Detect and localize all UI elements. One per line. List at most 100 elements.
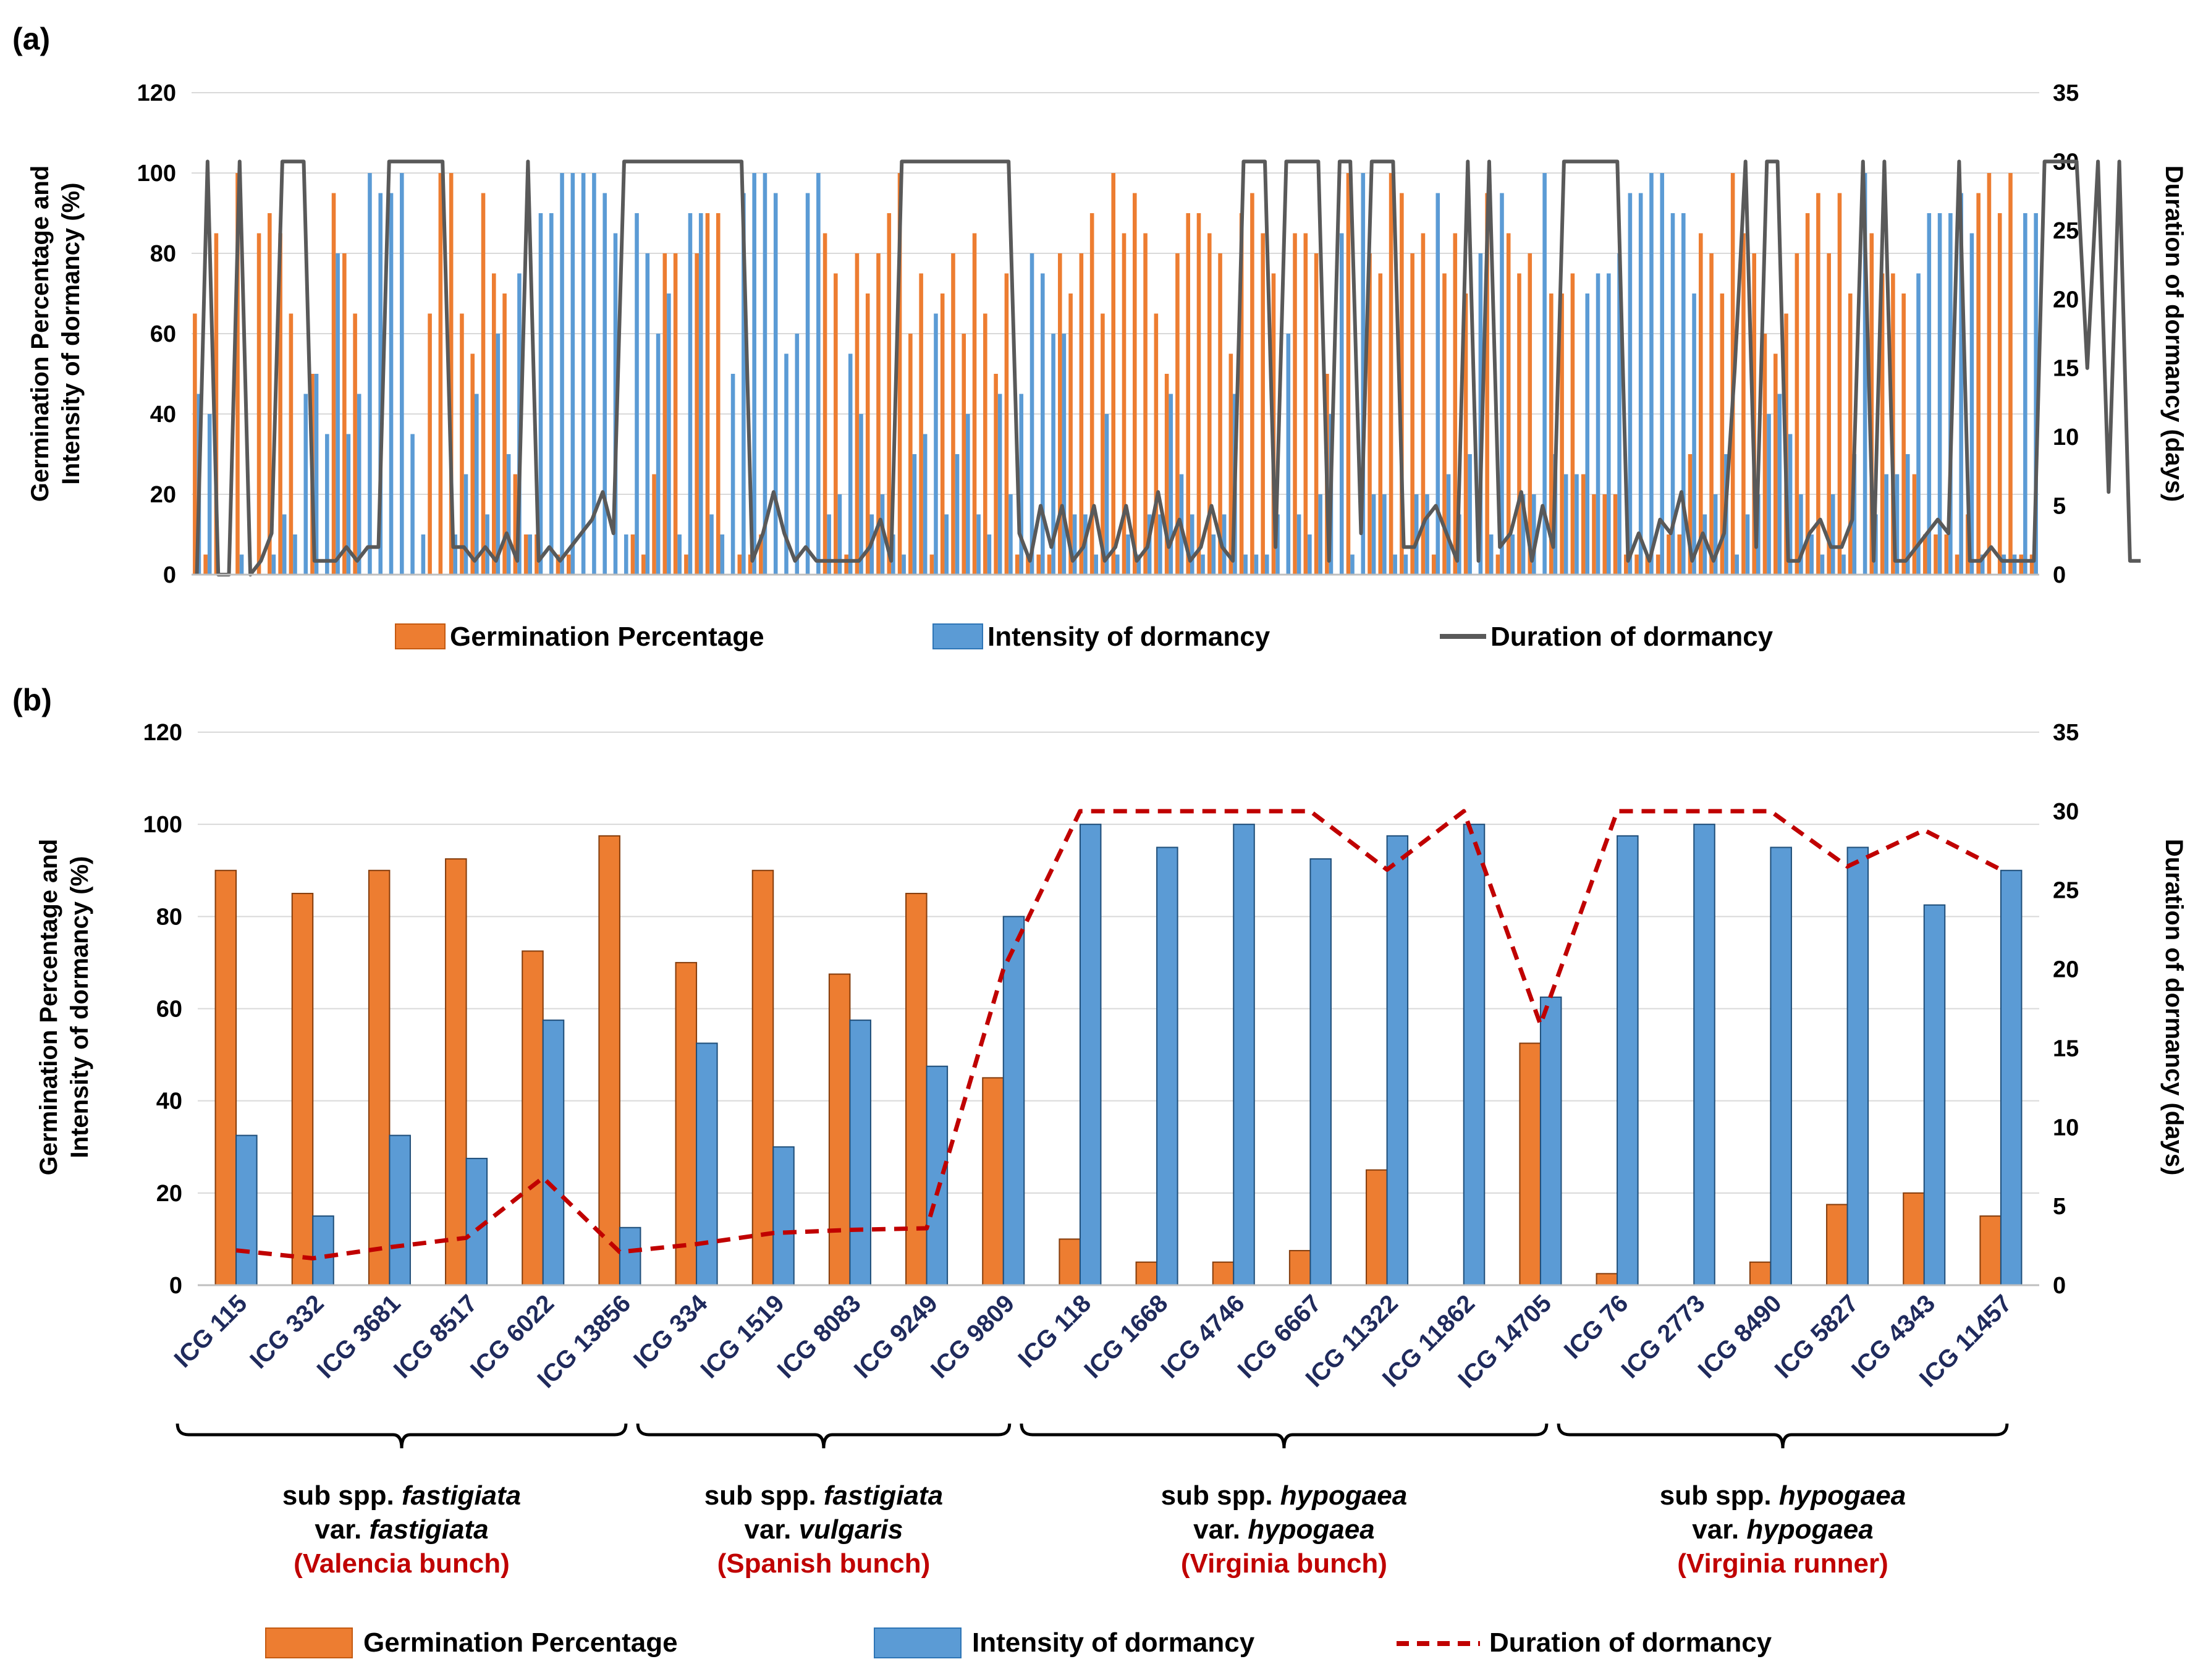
intensity-bar [485,514,489,575]
intensity-bar [1575,474,1579,575]
germination-bar [278,233,282,575]
germination-bar [962,334,966,575]
intensity-bar [1638,193,1643,575]
germination-bar [1250,193,1254,575]
intensity-bar [635,213,639,575]
germination-bar [844,554,848,575]
intensity-bar [1532,494,1536,575]
group-bracket [636,1423,1012,1449]
panel-b-legend-germination-swatch [265,1627,353,1658]
germination-bar [1431,554,1436,575]
intensity-bar [902,554,906,575]
germination-bar [1079,253,1084,575]
germination-bar [1955,554,1960,575]
germination-bar [929,554,934,575]
germination-bar [193,313,197,575]
group-subspecies: sub spp. hypogaea [1161,1480,1408,1511]
germination-bar [1805,213,1810,575]
germination-bar [1212,1261,1235,1286]
y-tick-label: 80 [150,241,176,267]
germination-bar [1135,1261,1158,1286]
panel-a-bars [193,173,2038,575]
intensity-bar [763,173,767,575]
germination-bar [1709,253,1714,575]
category-label: ICG 2773 [1616,1290,1710,1383]
germination-bar [1549,293,1554,575]
germination-bar [1186,213,1190,575]
intensity-bar [1681,213,1686,575]
intensity-bar [1980,554,1985,575]
intensity-bar [1233,824,1255,1286]
panel-b-ylabel-right: Duration of dormancy (days) [2160,839,2188,1176]
panel-b-left-axis: 0 20 40 60 80 100 120 [143,720,182,1299]
germination-bar [1101,313,1105,575]
panel-a-legend-intensity-label: Intensity of dormancy [987,622,1270,652]
germination-bar [1366,1169,1388,1286]
y-tick-label: 120 [143,720,182,746]
germination-bar [1720,293,1725,575]
germination-bar [1519,1042,1541,1286]
germination-bar [1314,253,1319,575]
germination-bar [1624,554,1628,575]
germination-bar [1453,233,1458,575]
germination-bar [1463,293,1468,575]
intensity-bar [389,1134,411,1286]
intensity-bar [667,293,671,575]
germination-bar [1288,1250,1311,1286]
germination-bar [1228,353,1233,575]
intensity-bar [1211,534,1216,575]
germination-bar [1517,273,1521,575]
germination-bar [1570,273,1575,575]
intensity-bar [987,534,992,575]
intensity-bar [1414,494,1419,575]
intensity-bar [816,173,821,575]
intensity-bar [1041,273,1045,575]
germination-bar [1795,253,1799,575]
intensity-bar [1286,334,1291,575]
intensity-bar [1841,554,1846,575]
germination-bar [1645,554,1650,575]
germination-bar [470,353,475,575]
germination-bar [1485,193,1489,575]
y2-tick-label: 15 [2053,1036,2079,1062]
intensity-bar [1830,494,1835,575]
intensity-bar [496,334,501,575]
y2-tick-label: 5 [2053,1194,2066,1220]
intensity-bar [1735,554,1739,575]
intensity-bar [1190,514,1194,575]
germination-bar [1827,253,1831,575]
intensity-bar [410,434,415,575]
intensity-bar [1029,253,1034,575]
y2-tick-label: 10 [2053,1115,2079,1141]
intensity-bar [1062,334,1067,575]
germination-bar [994,374,998,575]
germination-bar [1218,253,1222,575]
intensity-bar [1019,394,1024,575]
germination-bar [368,869,391,1286]
germination-bar [214,869,237,1286]
intensity-bar [1692,293,1696,575]
intensity-bar [1275,514,1280,575]
intensity-bar [795,334,800,575]
intensity-bar [1660,173,1665,575]
germination-bar [1749,1261,1772,1286]
group-market-type: (Valencia bunch) [294,1548,510,1579]
germination-bar [972,233,977,575]
germination-bar [908,334,913,575]
germination-bar [1196,213,1201,575]
intensity-bar [1617,253,1621,575]
intensity-bar [357,394,361,575]
intensity-bar [624,534,628,575]
germination-bar [1026,554,1030,575]
intensity-bar [378,193,383,575]
group-subspecies: sub spp. fastigiata [282,1480,521,1511]
germination-bar [865,293,870,575]
germination-bar [214,233,219,575]
germination-bar [566,554,571,575]
germination-bar [1880,273,1885,575]
germination-bar [1132,193,1137,575]
germination-bar [460,313,464,575]
category-label: ICG 76 [1559,1290,1634,1364]
